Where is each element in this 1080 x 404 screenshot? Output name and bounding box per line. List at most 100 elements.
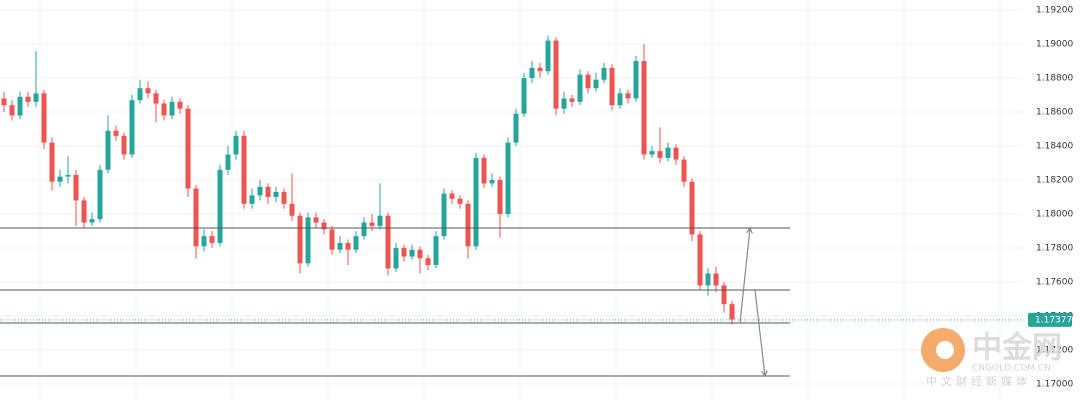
candle-body [649, 151, 655, 155]
candle-body [385, 215, 391, 269]
candle-body [273, 191, 279, 198]
y-tick-label: 1.18000 [1036, 210, 1073, 220]
candle-body [329, 229, 335, 250]
candle-body [401, 248, 407, 257]
candle-body [337, 242, 343, 250]
watermark: 中金网 CNGOLD.COM.CN 中文财经新媒体 [921, 328, 1062, 388]
candle-body [193, 188, 199, 247]
arrow-head [761, 370, 768, 378]
candle-body [353, 236, 359, 250]
candle-body [297, 215, 303, 264]
candle-body [169, 101, 175, 116]
candle-body [569, 98, 575, 102]
candle-body [681, 159, 687, 182]
watermark-site: CNGOLD.COM.CN [972, 364, 1051, 374]
candle-body [121, 135, 127, 155]
arrow [739, 227, 751, 324]
candle-body [225, 154, 231, 170]
candle-body [129, 100, 135, 155]
candle-body [305, 217, 311, 264]
candle-body [529, 67, 535, 79]
candle-body [137, 88, 143, 101]
candle-body [689, 181, 695, 235]
candle-body [625, 93, 631, 99]
y-tick-label: 1.17200 [1036, 346, 1073, 356]
candle-body [17, 96, 23, 116]
candle-body [49, 142, 55, 182]
candle-body [617, 93, 623, 106]
last-price-label: 1.17377 [1035, 315, 1072, 325]
candle-body [281, 191, 287, 204]
candle-body [65, 174, 71, 177]
candle-body [233, 135, 239, 155]
candle-body [345, 242, 351, 250]
candle-body [145, 88, 151, 94]
candle-body [537, 67, 543, 72]
candle-body [9, 105, 15, 116]
candle-body [633, 61, 639, 99]
candle-body [417, 249, 423, 259]
candle-body [185, 108, 191, 189]
candle-body [449, 193, 455, 199]
candle-body [577, 74, 583, 102]
candle-body [161, 103, 167, 116]
y-tick-label: 1.17000 [1036, 380, 1073, 390]
candle-body [321, 222, 327, 230]
candle-body [601, 67, 607, 80]
candle-body [489, 180, 495, 184]
candle-body [553, 40, 559, 109]
y-tick-label: 1.17600 [1036, 278, 1073, 288]
candle-body [113, 130, 119, 136]
candle-body [481, 157, 487, 184]
candle-body [241, 135, 247, 204]
candle-body [97, 169, 103, 220]
candle-body [457, 198, 463, 204]
watermark-logo-hole [936, 341, 954, 359]
candle-body [593, 79, 599, 89]
candle-body [81, 200, 87, 223]
candle-body [257, 186, 263, 196]
candle-body [665, 147, 671, 158]
candle-body [153, 93, 159, 104]
candle-body [377, 215, 383, 226]
candle-body [177, 101, 183, 109]
watermark-logo: 中金网 [972, 331, 1062, 366]
candle-body [313, 217, 319, 223]
candle-body [497, 180, 503, 215]
candle-body [713, 273, 719, 286]
arrow-head [746, 226, 753, 234]
candle-body [561, 98, 567, 109]
candle-body [465, 203, 471, 247]
candle-body [425, 258, 431, 266]
candle-body [201, 236, 207, 247]
last-price-tag [1028, 312, 1072, 327]
candle-body [697, 234, 703, 286]
candle-body [89, 219, 95, 223]
candle-body [473, 157, 479, 247]
candle-body [409, 249, 415, 257]
candle-body [505, 142, 511, 215]
candle-body [585, 74, 591, 89]
candle-body [265, 186, 271, 198]
candle-body [57, 176, 63, 182]
candle-body [33, 93, 39, 102]
candle-body [361, 222, 367, 237]
y-tick-label: 1.19200 [1036, 6, 1073, 16]
candle-body [41, 93, 47, 143]
candle-body [369, 222, 375, 226]
y-tick-label: 1.19000 [1036, 40, 1073, 50]
candle-body [521, 78, 527, 114]
candle-body [73, 174, 79, 201]
candle-body [441, 193, 447, 237]
y-tick-label: 1.18400 [1036, 142, 1073, 152]
y-tick-label: 1.18800 [1036, 74, 1073, 84]
candle-body [289, 203, 295, 216]
arrow [754, 289, 766, 377]
candle-body [609, 67, 615, 106]
candle-body [249, 195, 255, 204]
candle-body [641, 61, 647, 155]
candle-body [673, 147, 679, 160]
candle-body [729, 304, 735, 320]
